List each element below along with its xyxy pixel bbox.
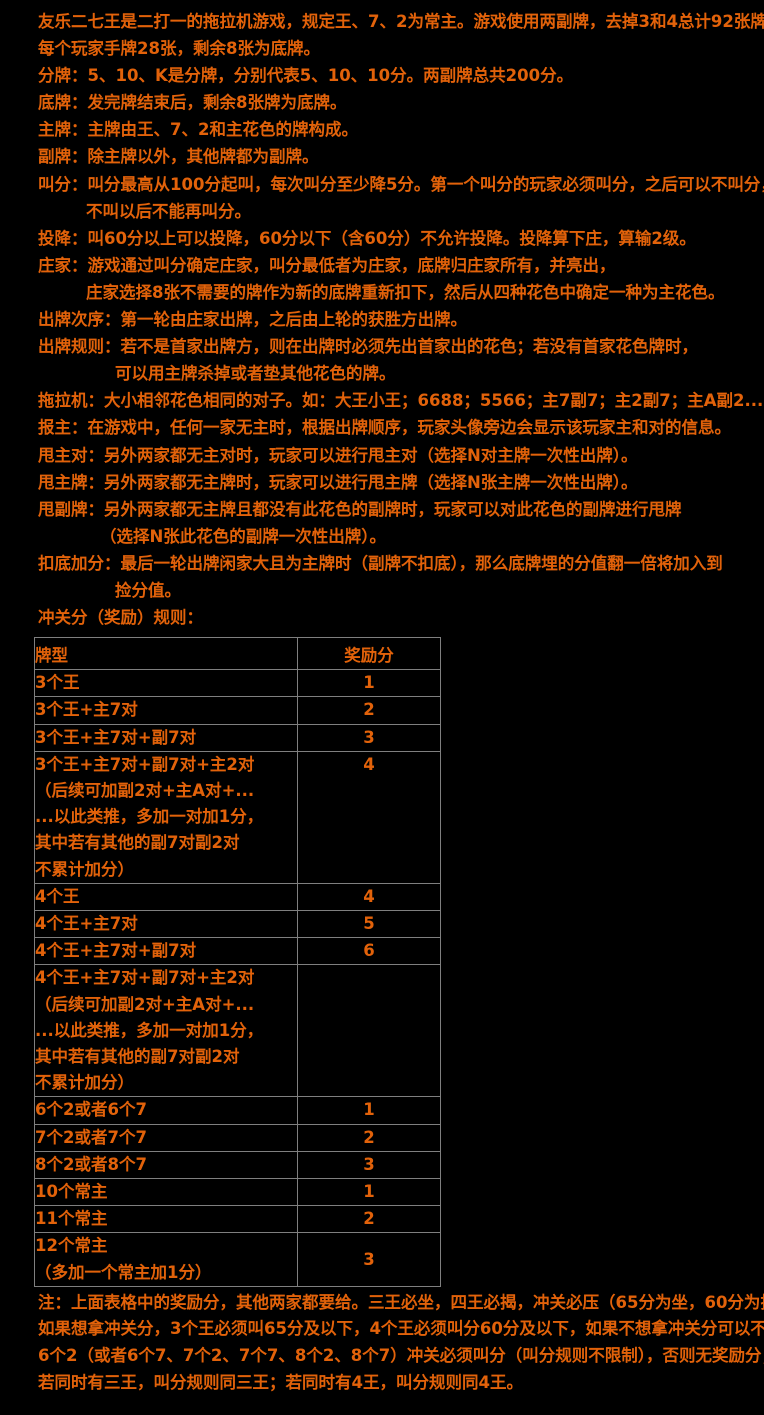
rules-text-line: 拖拉机：大小相邻花色相同的对子。如：大王小王；6688；5566；主7副7；主2… — [38, 391, 764, 411]
column-header-card-type: 牌型 — [34, 637, 298, 671]
table-row: 3个王+主7对 2 — [34, 696, 441, 725]
card-type-line: 其中若有其他的副7对副2对 — [35, 833, 240, 853]
rules-text-line: 庄家选择8张不需要的牌作为新的底牌重新扣下，然后从四种花色中确定一种为主花色。 — [86, 282, 725, 302]
table-row: 11个常主 2 — [34, 1205, 441, 1234]
rules-text-line: 叫分：叫分最高从100分起叫，每次叫分至少降5分。第一个叫分的玩家必须叫分，之后… — [38, 174, 764, 194]
table-row: 4个王+主7对 5 — [34, 909, 441, 939]
reward-score-cell: 1 — [297, 669, 441, 698]
reward-score-cell: 3 — [297, 1232, 441, 1287]
card-type-line: 3个王+主7对+副7对+主2对 — [35, 754, 255, 774]
table-row: 7个2或者7个7 2 — [34, 1123, 441, 1152]
card-type-line: 8个2或者8个7 — [35, 1154, 147, 1174]
card-type-line: 11个常主 — [35, 1209, 108, 1229]
note-line: 若同时有三王，叫分规则同三王；若同时有4王，叫分规则同4王。 — [38, 1372, 523, 1392]
card-type-cell: 6个2或者6个7 — [34, 1096, 298, 1125]
card-type-cell: 4个王+主7对 — [34, 909, 298, 939]
card-type-line: 其中若有其他的副7对副2对 — [35, 1047, 240, 1066]
card-type-line: 3个王+主7对 — [35, 700, 138, 720]
rules-text-line: 出牌规则：若不是首家出牌方，则在出牌时必须先出首家出的花色；若没有首家花色牌时， — [38, 337, 698, 357]
rules-text-line: 友乐二七王是二打一的拖拉机游戏，规定王、7、2为常主。游戏使用两副牌，去掉3和4… — [38, 12, 764, 31]
card-type-cell: 4个王+主7对+副7对 — [34, 937, 298, 966]
card-type-line: 7个2或者7个7 — [35, 1127, 147, 1147]
card-type-cell: 11个常主 — [34, 1205, 298, 1234]
note-line: 6个2（或者6个7、7个2、7个7、8个2、8个7）冲关必须叫分（叫分规则不限制… — [38, 1346, 764, 1366]
reward-score-cell: 6 — [297, 937, 441, 966]
card-type-line: （后续可加副2对+主A对+... — [35, 994, 255, 1014]
rules-text-line: 甩主对：另外两家都无主对时，玩家可以进行甩主对（选择N对主牌一次性出牌）。 — [38, 445, 638, 465]
rules-text-line: 扣底加分：最后一轮出牌闲家大且为主牌时（副牌不扣底），那么底牌埋的分值翻一倍将加… — [38, 553, 723, 573]
reward-score-cell — [297, 964, 441, 1098]
reward-score-cell: 4 — [297, 750, 441, 884]
table-row: 4个王+主7对+副7对 6 — [34, 937, 441, 966]
reward-score-cell: 5 — [297, 909, 441, 939]
reward-score-cell: 4 — [297, 882, 441, 911]
notes-text-block: 注：上面表格中的奖励分，其他两家都要给。三王必坐，四王必揭，冲关必压（65分为坐… — [0, 1287, 764, 1396]
card-type-line: （后续可加副2对+主A对+... — [35, 780, 255, 800]
card-type-cell: 3个王+主7对 — [34, 696, 298, 725]
reward-score-cell: 1 — [297, 1178, 441, 1207]
rules-text-line: 出牌次序：第一轮由庄家出牌，之后由上轮的获胜方出牌。 — [38, 310, 467, 330]
column-header-reward-score: 奖励分 — [297, 637, 441, 671]
rules-text-line: 主牌：主牌由王、7、2和主花色的牌构成。 — [38, 120, 358, 140]
reward-score-cell: 3 — [297, 723, 441, 752]
card-type-line: 12个常主 — [35, 1236, 108, 1256]
table-row: 3个王+主7对+副7对+主2对 （后续可加副2对+主A对+... ...以此类推，多… — [34, 750, 441, 884]
rules-text-line: 甩主牌：另外两家都无主牌时，玩家可以进行甩主牌（选择N张主牌一次性出牌）。 — [38, 472, 638, 492]
note-line: 如果想拿冲关分，3个王必须叫65分及以下，4个王必须叫分60分及以下，如果不想拿… — [38, 1319, 764, 1339]
rules-text-line: 可以用主牌杀掉或者垫其他花色的牌。 — [115, 364, 396, 384]
reward-score-table: 牌型 奖励分 3个王 1 3个王+主7对 2 3个王+主7对+副7对 3 3个王+主7对+副… — [34, 637, 441, 1287]
card-type-line: （多加一个常主加1分） — [35, 1262, 212, 1282]
reward-score-cell: 3 — [297, 1150, 441, 1180]
reward-score-cell: 1 — [297, 1096, 441, 1125]
card-type-cell: 4个王 — [34, 882, 298, 911]
card-type-line: 3个王+主7对+副7对 — [35, 727, 197, 747]
table-row: 3个王 1 — [34, 669, 441, 698]
table-row: 4个王+主7对+副7对+主2对 （后续可加副2对+主A对+... ...以此类推，多… — [34, 964, 441, 1098]
card-type-cell: 8个2或者8个7 — [34, 1150, 298, 1180]
rules-text-line: （选择N张此花色的副牌一次性出牌）。 — [100, 526, 387, 546]
card-type-line: 4个王 — [35, 886, 80, 906]
card-type-line: ...以此类推，多加一对加1分， — [35, 1020, 264, 1040]
card-type-cell: 3个王 — [34, 669, 298, 698]
card-type-line: 4个王+主7对+副7对+主2对 — [35, 968, 255, 988]
table-row: 8个2或者8个7 3 — [34, 1150, 441, 1180]
rules-text-line: 报主：在游戏中，任何一家无主时，根据出牌顺序，玩家头像旁边会显示该玩家主和对的信… — [38, 418, 731, 438]
card-type-cell: 7个2或者7个7 — [34, 1123, 298, 1152]
table-row: 3个王+主7对+副7对 3 — [34, 723, 441, 752]
table-row: 4个王 4 — [34, 882, 441, 911]
reward-score-cell: 2 — [297, 1205, 441, 1234]
table-header-row: 牌型 奖励分 — [34, 637, 441, 671]
rules-text-line: 副牌：除主牌以外，其他牌都为副牌。 — [38, 147, 319, 167]
table-row: 10个常主 1 — [34, 1178, 441, 1207]
note-line: 注：上面表格中的奖励分，其他两家都要给。三王必坐，四王必揭，冲关必压（65分为坐… — [38, 1292, 764, 1312]
rules-text-line: 底牌：发完牌结束后，剩余8张牌为底牌。 — [38, 93, 347, 113]
card-type-cell: 10个常主 — [34, 1178, 298, 1207]
card-type-line: 不累计加分） — [35, 859, 134, 879]
rules-text-line: 投降：叫60分以上可以投降，60分以下（含60分）不允许投降。投降算下庄，算输2… — [38, 228, 696, 248]
reward-score-cell: 2 — [297, 1123, 441, 1152]
rules-text-line: 每个玩家手牌28张，剩余8张为底牌。 — [38, 39, 320, 59]
card-type-line: 10个常主 — [35, 1182, 108, 1202]
rules-text-line: 捡分值。 — [115, 580, 181, 600]
card-type-line: 不累计加分） — [35, 1073, 134, 1093]
card-type-line: 4个王+主7对 — [35, 913, 138, 933]
table-row: 12个常主 （多加一个常主加1分） 3 — [34, 1232, 441, 1287]
card-type-cell: 12个常主 （多加一个常主加1分） — [34, 1232, 298, 1287]
reward-score-cell: 2 — [297, 696, 441, 725]
rules-text-line: 甩副牌：另外两家都无主牌且都没有此花色的副牌时，玩家可以对此花色的副牌进行甩牌 — [38, 499, 682, 519]
rules-text-block: 友乐二七王是二打一的拖拉机游戏，规定王、7、2为常主。游戏使用两副牌，去掉3和4… — [0, 0, 764, 631]
rules-text-line: 分牌：5、10、K是分牌，分别代表5、10、10分。两副牌总共200分。 — [38, 66, 574, 86]
card-type-cell: 3个王+主7对+副7对+主2对 （后续可加副2对+主A对+... ...以此类推，多… — [34, 750, 298, 884]
card-type-line: 3个王 — [35, 673, 80, 693]
card-type-cell: 4个王+主7对+副7对+主2对 （后续可加副2对+主A对+... ...以此类推，多… — [34, 964, 298, 1098]
card-type-line: 4个王+主7对+副7对 — [35, 941, 197, 961]
rules-text-line: 不叫以后不能再叫分。 — [86, 201, 251, 221]
rules-text-line: 冲关分（奖励）规则： — [38, 608, 203, 628]
card-type-line: 6个2或者6个7 — [35, 1100, 147, 1120]
card-type-line: ...以此类推，多加一对加1分， — [35, 807, 264, 827]
rules-text-line: 庄家：游戏通过叫分确定庄家，叫分最低者为庄家，底牌归庄家所有，并亮出， — [38, 255, 616, 275]
table-row: 6个2或者6个7 1 — [34, 1096, 441, 1125]
card-type-cell: 3个王+主7对+副7对 — [34, 723, 298, 752]
